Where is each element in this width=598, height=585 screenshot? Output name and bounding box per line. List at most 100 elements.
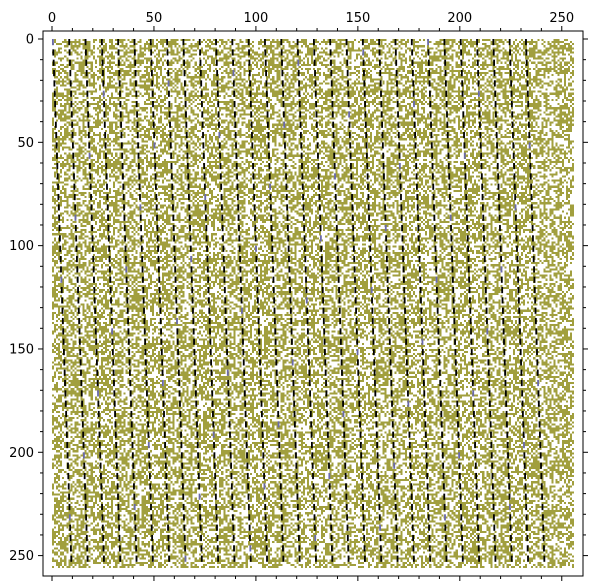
stripe-segment xyxy=(279,472,282,480)
stripe-segment xyxy=(169,121,171,128)
stripe-segment xyxy=(325,379,327,387)
stripe-segment xyxy=(68,493,70,500)
stripe-segment xyxy=(468,286,471,294)
stripe-segment xyxy=(139,193,141,201)
stripe-segment xyxy=(119,100,122,108)
stripe-segment xyxy=(206,255,209,263)
stripe-segment xyxy=(243,379,246,387)
stripe-segment xyxy=(369,245,372,252)
stripe-segment xyxy=(285,173,287,180)
stripe-segment xyxy=(419,276,422,283)
stripe-segment xyxy=(469,307,472,314)
stripe-segment xyxy=(320,255,323,263)
stripe-0 xyxy=(52,39,73,562)
stripe-segment xyxy=(115,452,118,459)
stripe-segment xyxy=(387,286,389,294)
stripe-segment xyxy=(56,152,58,159)
stripe-segment xyxy=(389,359,392,366)
stripe-segment xyxy=(65,410,68,418)
stripe-segment xyxy=(381,142,384,149)
stripe-segment xyxy=(354,286,357,294)
stripe-segment xyxy=(432,193,435,201)
stripe-segment xyxy=(438,359,441,366)
stripe-segment xyxy=(232,69,235,77)
stripe-segment xyxy=(455,379,458,387)
stripe-segment xyxy=(330,59,332,66)
stripe-segment xyxy=(445,90,448,97)
stripe-segment xyxy=(245,421,247,428)
stripe-segment xyxy=(329,49,332,56)
stripe-segment xyxy=(324,348,326,356)
stripe-segment xyxy=(199,503,201,511)
stripe-segment xyxy=(223,286,226,294)
stripe-segment xyxy=(60,276,63,283)
stripe-segment xyxy=(304,245,306,252)
stripe-segment xyxy=(466,235,469,242)
stripe-segment xyxy=(281,80,284,87)
stripe-segment xyxy=(431,162,434,170)
stripe-segment xyxy=(104,131,107,139)
stripe-segment xyxy=(222,235,224,242)
stripe-segment xyxy=(406,379,409,387)
stripe-segment xyxy=(69,545,72,552)
stripe-segment xyxy=(271,255,274,263)
stripe-segment xyxy=(101,59,104,66)
stripe-segment xyxy=(533,286,536,294)
stripe-segment xyxy=(395,524,398,531)
stripe-segment xyxy=(185,121,188,128)
stripe-segment xyxy=(519,348,522,356)
stripe-segment xyxy=(298,90,301,97)
stripe-segment xyxy=(110,317,113,325)
stripe-segment xyxy=(191,297,194,304)
stripe-segment xyxy=(467,266,470,273)
stripe-segment xyxy=(310,431,313,438)
stripe-segment xyxy=(470,328,472,335)
stripe-segment xyxy=(282,100,285,108)
stripe-segment xyxy=(502,317,505,325)
stripe-segment xyxy=(346,514,349,521)
stripe-segment xyxy=(400,193,402,201)
stripe-segment xyxy=(522,421,525,428)
stripe-segment xyxy=(451,255,454,263)
stripe-segment xyxy=(538,421,541,428)
stripe-segment xyxy=(331,555,334,562)
stripe-segment xyxy=(145,369,148,376)
stripe-segment xyxy=(509,49,511,56)
stripe-segment xyxy=(216,524,218,531)
stripe-segment xyxy=(316,142,319,149)
stripe-segment xyxy=(109,266,111,273)
stripe-segment xyxy=(68,49,71,56)
stripe-segment xyxy=(176,338,179,345)
stripe-segment xyxy=(61,317,64,325)
stripe-segment xyxy=(307,348,310,356)
stripe-segment xyxy=(112,369,115,376)
stripe-segment xyxy=(74,204,77,211)
stripe-segment xyxy=(160,338,163,345)
stripe-segment xyxy=(403,276,405,283)
stripe-segment xyxy=(92,266,95,273)
stripe-segment xyxy=(208,317,211,325)
stripe-segment xyxy=(392,441,395,449)
stripe-segment xyxy=(395,534,398,542)
stripe-23 xyxy=(427,39,448,562)
stripe-segment xyxy=(379,545,382,552)
stripe-segment xyxy=(323,328,326,335)
stripe-segment xyxy=(319,235,322,242)
stripe-segment xyxy=(149,493,152,500)
stripe-segment xyxy=(164,441,167,449)
stripe-segment xyxy=(309,410,312,418)
stripe-segment xyxy=(528,142,531,149)
stripe-segment xyxy=(133,493,136,500)
stripe-segment xyxy=(338,286,340,294)
stripe-segment xyxy=(407,400,410,407)
stripe-segment xyxy=(53,90,56,97)
stripe-segment xyxy=(427,39,430,46)
stripe-segment xyxy=(447,152,450,159)
stripe-segment xyxy=(226,359,229,366)
stripe-segment xyxy=(217,111,220,118)
stripe-segment xyxy=(178,390,181,397)
stripe-17 xyxy=(329,39,350,562)
stripe-segment xyxy=(282,90,285,97)
stripe-segment xyxy=(166,503,169,511)
stripe-segment xyxy=(138,183,141,190)
